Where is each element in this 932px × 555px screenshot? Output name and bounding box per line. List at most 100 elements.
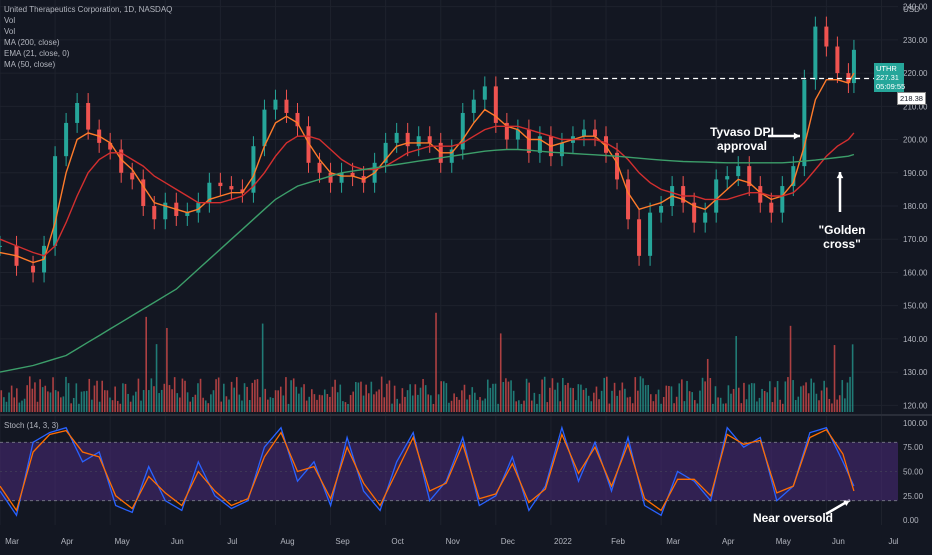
volume-bar [706,358,709,412]
volume-bar [287,403,290,412]
volume-bar [404,396,406,412]
stoch-label: Stoch (14, 3, 3) [4,421,59,430]
volume-bar [453,393,455,412]
volume-bar [173,377,176,412]
volume-bar [750,383,753,412]
volume-bar [595,386,598,412]
volume-bar [833,345,836,412]
volume-bar [556,382,559,412]
candle-body [780,186,785,213]
volume-bar [655,394,657,412]
candle-body [229,186,234,190]
volume-bar [362,395,365,412]
candle-body [152,206,157,220]
volume-bar [70,403,72,412]
volume-bar [158,393,160,412]
volume-bar [85,390,88,412]
ma50-line [0,125,855,257]
volume-bar [210,394,212,412]
volume-bar [326,393,329,412]
x-tick-label: Aug [280,537,294,546]
volume-bar [652,401,655,412]
volume-bar [171,389,173,412]
volume-bar [577,384,580,412]
volume-bar [168,385,171,412]
ma200-line [0,148,855,373]
volume-bar [520,403,523,412]
volume-bar [323,389,326,412]
volume-bar [712,403,714,412]
volume-bar [846,382,849,412]
volume-bar [96,380,98,412]
volume-bar [202,397,204,412]
currency-label: USD [903,5,920,14]
volume-bar [797,396,800,412]
volume-bar [241,400,243,412]
volume-bar [355,381,357,412]
candle-body [306,126,311,163]
volume-bar [455,396,458,412]
candle-body [119,149,124,173]
volume-bar [23,398,26,412]
legend-line-2: Vol [4,27,16,36]
volume-bar [274,390,277,412]
candle-body [537,136,542,153]
volume-bar [298,393,300,412]
volume-bar [450,400,453,412]
volume-bar [360,381,362,412]
volume-bar [696,403,699,412]
volume-bar [497,403,499,412]
volume-bar [300,387,303,412]
volume-bar [634,377,637,412]
x-tick-label: Feb [611,537,625,546]
price-tick-label: 190.00 [903,169,928,178]
volume-bar [732,388,735,412]
volume-bar [807,393,810,412]
volume-bar [489,387,492,412]
volume-bar [559,401,562,412]
volume-bar [424,385,427,412]
volume-bar [639,376,642,412]
volume-bar [510,380,512,412]
volume-bar [844,398,846,412]
volume-bar [52,377,54,412]
volume-bar [675,396,678,412]
volume-bar [549,387,551,412]
candle-body [802,79,807,167]
x-tick-label: Jul [227,537,237,546]
volume-bar [347,403,349,412]
volume-bar [828,398,831,412]
volume-bar [370,381,373,412]
volume-bar [572,388,574,412]
candle-body [526,129,531,153]
price-tick-label: 180.00 [903,202,928,211]
candle-body [482,86,487,100]
volume-bar [36,401,39,412]
volume-bar [800,386,802,412]
last-price-badge: UTHR 227.31 05:09:55 [874,63,905,92]
volume-bar [442,381,445,412]
volume-bar [329,396,331,412]
volume-bar [722,403,725,412]
volume-bar [440,381,442,412]
price-tick-label: 130.00 [903,368,928,377]
volume-bar [290,380,292,412]
volume-bar [342,401,344,412]
candle-body [747,166,752,187]
candle-body [769,202,774,213]
volume-bar [621,382,624,412]
volume-bar [373,394,375,412]
volume-bar [756,401,758,412]
candle-body [273,99,278,110]
volume-bar [761,388,763,412]
ema21-line [0,72,855,264]
volume-bar [277,390,279,412]
volume-bar [543,376,546,412]
volume-bar [256,379,259,412]
volume-bar [794,399,797,412]
volume-bar [753,383,756,412]
candle-body [53,156,58,246]
volume-bar [98,401,101,412]
